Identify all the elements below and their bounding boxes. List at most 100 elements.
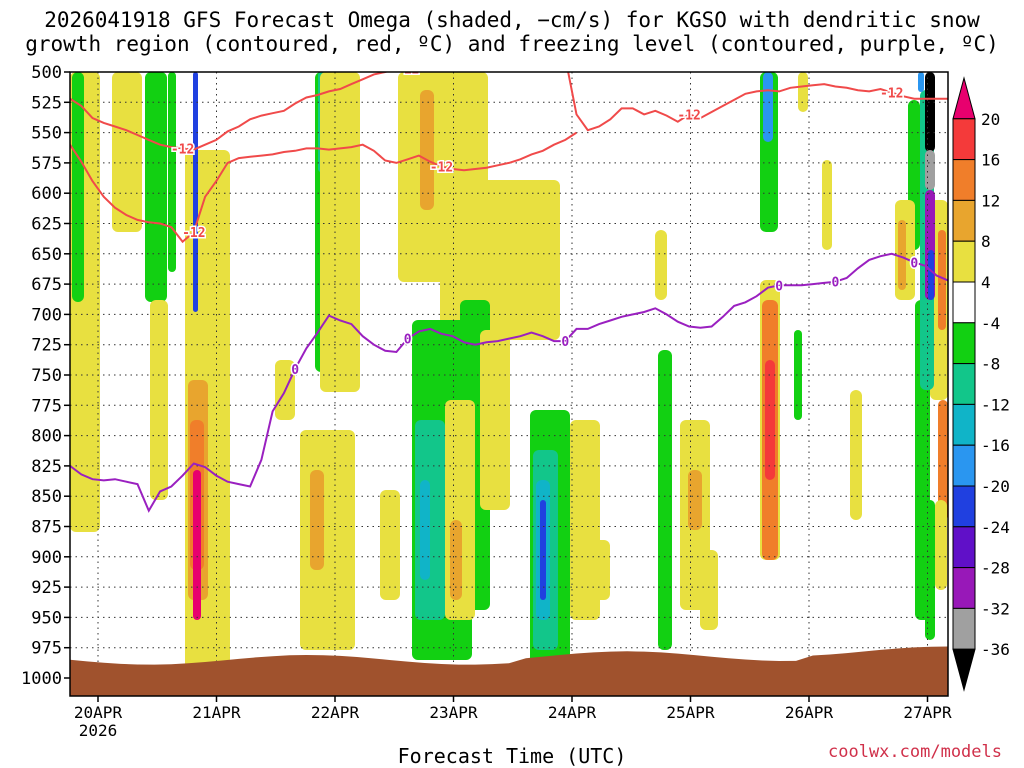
x-tick-label: 26APR [785,703,834,722]
ground-terrain [70,646,948,696]
omega-shade-cell [925,500,935,640]
y-tick-label: 975 [31,639,62,659]
contour-label: 0 [910,256,918,271]
omega-shade-cell [763,72,773,142]
dgz-contour [70,72,948,151]
contour-label: 0 [775,279,783,294]
omega-shade-cell [938,230,946,330]
omega-shade-cell [310,470,324,570]
colorbar-swatch [952,607,976,650]
omega-shade-cell [765,360,775,480]
y-tick-label: 1000 [21,669,62,689]
omega-shade-cell [688,470,702,530]
colorbar-label: -20 [981,477,1010,496]
omega-shade-cell [822,160,832,250]
omega-shade-cell [145,72,167,302]
colorbar-cap-top [952,76,976,120]
y-tick-label: 625 [31,215,62,235]
freezing-level-contour [70,252,948,513]
chart-title-line1: 2026041918 GFS Forecast Omega (shaded, −… [44,8,980,32]
colorbar-swatch [952,485,976,528]
omega-shade-cell [72,72,84,302]
y-tick-label: 600 [31,184,62,204]
contour-label: -12 [430,161,453,176]
omega-shade-cell [935,500,947,590]
y-tick-label: 650 [31,245,62,265]
y-tick-label: 825 [31,457,62,477]
colorbar-swatch [952,403,976,446]
gridlines [70,71,948,696]
plot-frame [69,71,949,697]
x-tick-label: 22APR [311,703,360,722]
colorbar-swatch [952,526,976,569]
colorbar-label: 16 [981,151,1000,170]
x-tick-label: 25APR [666,703,715,722]
omega-shade-cell [112,72,142,232]
omega-shade-cell [658,350,672,650]
contour-label: 0 [832,276,840,291]
colorbar-label: 4 [981,273,991,292]
y-tick-label: 575 [31,154,62,174]
colorbar-cap-bottom [952,648,976,692]
omega-shade-cell [168,72,176,272]
colorbar-swatch [952,199,976,242]
contour-label: -12 [182,226,205,241]
omega-shade-cell [655,230,667,300]
colorbar-label: -16 [981,436,1010,455]
colorbar-label: -4 [981,314,1000,333]
y-tick-label: 675 [31,275,62,295]
colorbar-swatch [952,567,976,609]
omega-shade-cell [928,250,934,300]
y-tick-label: 900 [31,548,62,568]
credit-link[interactable]: coolwx.com/models [828,742,1002,762]
colorbar-label: -28 [981,559,1010,578]
colorbar-label: -36 [981,640,1010,659]
contour-label: -12 [880,87,903,102]
x-tick-label: 20APR [74,703,123,722]
colorbar-label: 20 [981,110,1000,129]
omega-shade-cell [794,330,802,420]
y-tick-label: 725 [31,336,62,356]
omega-shade-cell [300,430,355,650]
colorbar-label: 8 [981,232,991,251]
colorbar-swatch [952,322,976,365]
colorbar: 20 16 12 8 4 -4 -8 -12 -16 -20 -24 -28 -32 -36 [952,76,1010,692]
contour-layer: -12 -12 -12 -12 -12 -12 0 0 0 0 0 0 [70,62,948,513]
contour-label: -12 [396,62,419,77]
omega-shade-cell [590,540,610,600]
omega-shade-cell [898,220,906,290]
y-tick-label: 550 [31,124,62,144]
y-tick-label: 700 [31,305,62,325]
omega-shade-cell [540,500,546,600]
colorbar-label: -12 [981,395,1010,414]
colorbar-swatch [952,159,976,201]
colorbar-swatch [952,118,976,161]
colorbar-label: -8 [981,355,1000,374]
ground-layer [70,646,948,696]
y-tick-label: 525 [31,93,62,113]
contour-label: 0 [561,335,569,350]
omega-shade-cell [925,72,935,152]
y-tick-label: 775 [31,396,62,416]
contour-label: -12 [171,142,194,157]
y-tick-label: 950 [31,608,62,628]
contour-label: 0 [291,363,299,378]
chart-title-line2: growth region (contoured, red, ºC) and f… [25,32,999,56]
omega-shade-cell [420,90,434,210]
x-tick-label: 24APR [548,703,597,722]
y-tick-label: 750 [31,366,62,386]
x-tick-label: 21APR [192,703,241,722]
colorbar-swatch [952,240,976,283]
omega-shading-layer [70,72,948,670]
y-tick-label: 500 [31,63,62,83]
omega-shade-cell [320,72,360,392]
y-axis: 500 525 550 575 600 625 650 675 700 725 750 775 800 8… [21,63,70,689]
omega-shade-cell [480,330,510,510]
colorbar-label: -24 [981,518,1010,537]
omega-shade-cell [450,520,462,600]
colorbar-label: 12 [981,191,1000,210]
omega-shade-cell [420,480,430,580]
omega-shade-cell [380,490,400,600]
contour-label: 0 [404,333,412,348]
